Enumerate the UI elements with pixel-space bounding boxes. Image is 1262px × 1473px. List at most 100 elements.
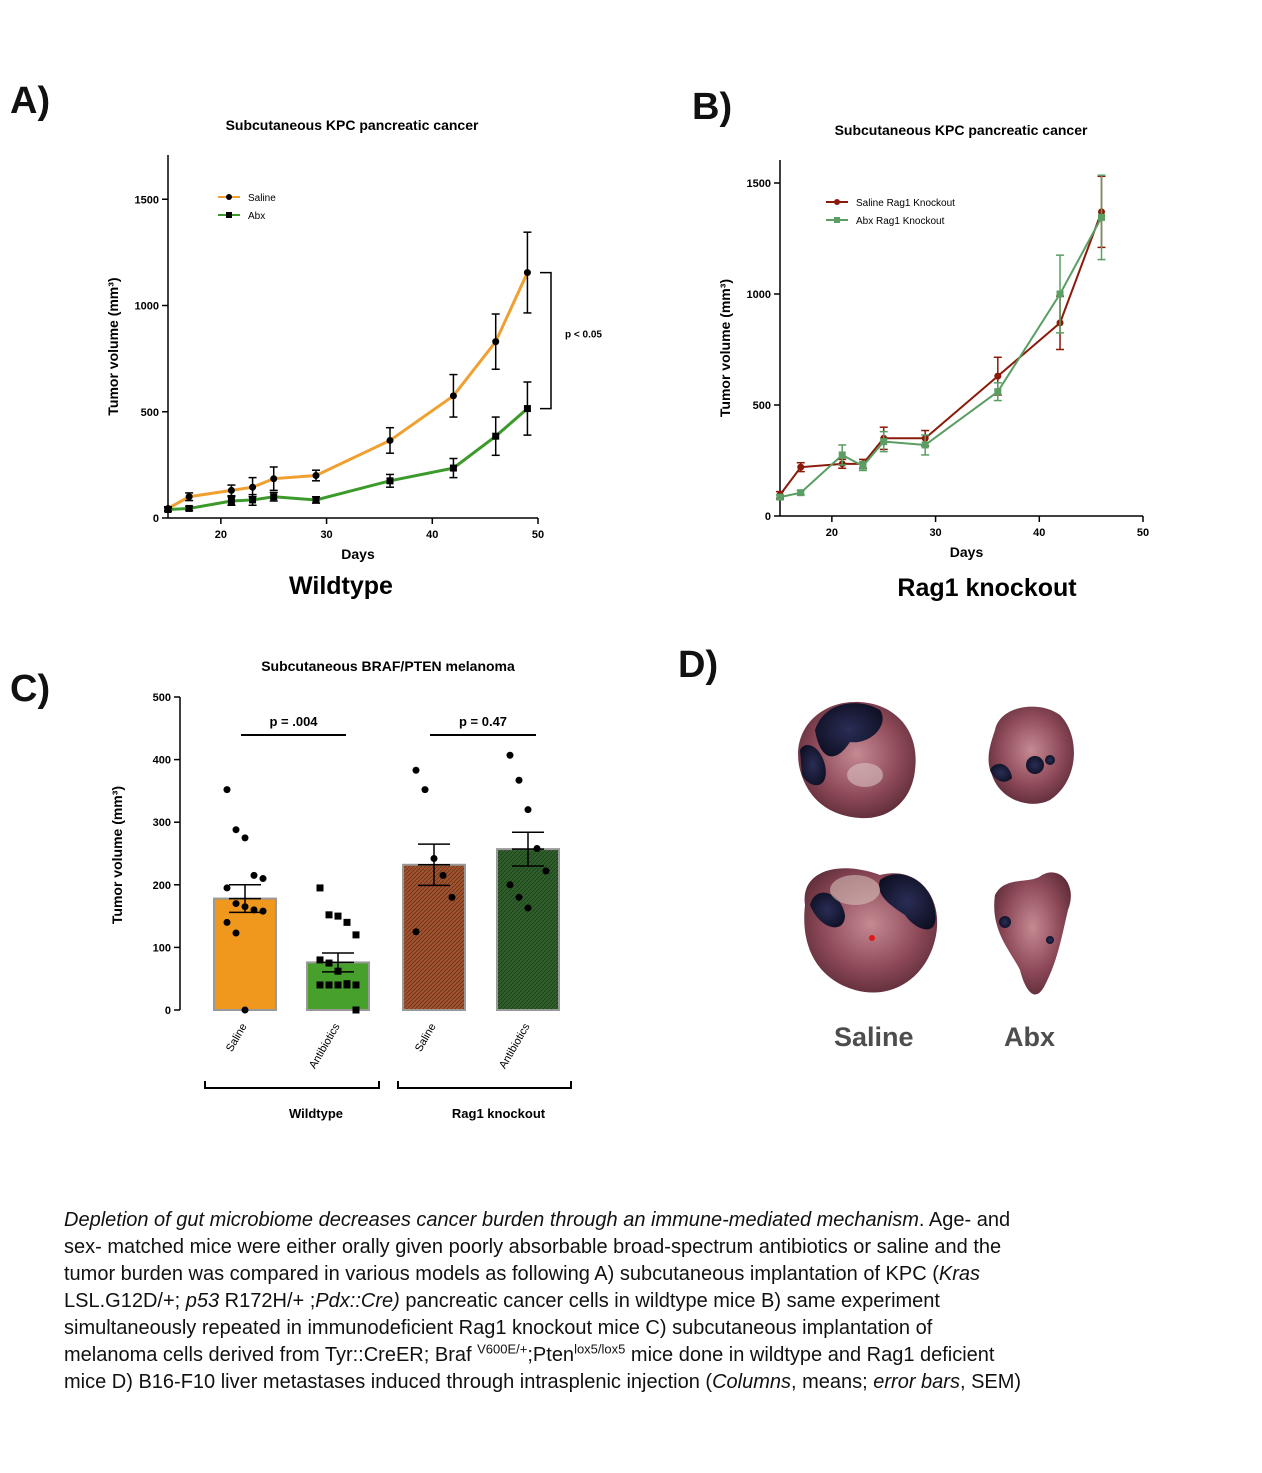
legend-label: Saline: [248, 193, 276, 204]
caption-sup: V600E/+: [477, 1341, 528, 1357]
x-axis-label: Days: [950, 544, 984, 560]
x-tick-label: 40: [426, 529, 438, 541]
data-point: [185, 504, 193, 512]
group-label: Wildtype: [289, 1106, 343, 1121]
y-axis-label: Tumor volume (mm³): [717, 279, 733, 417]
panel-c-letter: C): [10, 668, 51, 710]
legend-marker: [226, 212, 232, 218]
photo-label-abx: Abx: [1004, 1022, 1056, 1052]
data-point: [524, 904, 532, 912]
caption-gene: Kras: [938, 1263, 981, 1285]
data-point: [776, 493, 784, 501]
liver-photos: [798, 701, 1074, 995]
caption-term: Columns: [712, 1371, 791, 1393]
data-point: [386, 436, 394, 444]
data-point: [249, 483, 257, 491]
data-point: [523, 269, 531, 277]
figure-caption: Depletion of gut microbiome decreases ca…: [64, 1207, 1184, 1396]
data-point: [523, 405, 531, 413]
data-point: [449, 464, 457, 472]
x-tick-label: Antibiotics: [497, 1021, 533, 1071]
group-bracket: [397, 1081, 572, 1089]
data-point: [838, 451, 846, 459]
x-tick-label: 30: [929, 527, 941, 539]
data-point: [994, 372, 1002, 380]
data-point: [1056, 290, 1064, 298]
legend-marker: [226, 194, 232, 200]
data-point: [352, 1006, 360, 1014]
caption-text: pancreatic cancer cells in wildtype mice…: [399, 1290, 940, 1312]
x-tick-label: 20: [826, 527, 838, 539]
data-point: [227, 497, 235, 505]
panel-a-letter: A): [10, 80, 51, 122]
data-point: [232, 929, 240, 937]
data-point: [241, 834, 249, 842]
data-point: [448, 893, 456, 901]
data-point: [223, 786, 231, 794]
caption-text: ;Pten: [527, 1344, 575, 1366]
data-point: [241, 1006, 249, 1014]
data-point: [859, 462, 867, 470]
caption-line-1: Depletion of gut microbiome decreases ca…: [64, 1207, 1184, 1234]
legend-label: Abx: [248, 211, 265, 222]
data-point: [232, 826, 240, 834]
legend-marker: [834, 199, 840, 205]
data-point: [542, 867, 550, 875]
y-tick-label: 1500: [135, 194, 159, 206]
data-point: [249, 496, 257, 504]
caption-text: , SEM): [959, 1371, 1022, 1393]
data-point: [316, 884, 324, 892]
y-tick-label: 1000: [135, 301, 159, 313]
x-tick-label: 50: [532, 529, 544, 541]
data-point: [492, 432, 500, 440]
caption-text: mice done in wildtype and Rag1 deficient: [625, 1344, 995, 1366]
x-tick-label: 20: [215, 529, 227, 541]
caption-text: R172H/+ ;: [219, 1290, 316, 1312]
chart-a: Subcutaneous KPC pancreatic cancer 20 30 40…: [105, 117, 602, 600]
legend-label: Abx Rag1 Knockout: [856, 216, 945, 227]
data-point: [250, 871, 258, 879]
chart-title: Subcutaneous KPC pancreatic cancer: [835, 122, 1088, 138]
series-line: [779, 211, 1103, 496]
y-tick-label: 500: [153, 692, 171, 704]
bar: [402, 863, 466, 1011]
data-point: [223, 918, 231, 926]
y-tick-label: 500: [141, 407, 159, 419]
data-point: [259, 875, 267, 883]
abx-liver-bottom: [994, 872, 1071, 995]
caption-line-2: sex- matched mice were either orally giv…: [64, 1236, 1002, 1258]
caption-text: mice D) B16-F10 liver metastases induced…: [64, 1371, 713, 1393]
data-point: [232, 900, 240, 908]
y-tick-label: 1000: [747, 289, 771, 301]
x-tick-label: Antibiotics: [307, 1021, 343, 1071]
group-label: Rag1 knockout: [452, 1106, 546, 1121]
data-point: [797, 463, 805, 471]
data-point: [412, 928, 420, 936]
series-line: [167, 407, 529, 511]
saline-liver-top: [798, 701, 916, 819]
data-point: [515, 776, 523, 784]
legend-marker: [834, 217, 840, 223]
data-point: [994, 388, 1002, 396]
y-axis-label: Tumor volume (mm³): [109, 786, 125, 924]
caption-sup: lox5/lox5: [574, 1341, 626, 1357]
saline-liver-bottom: [804, 868, 938, 993]
data-point: [259, 907, 267, 915]
data-point: [227, 486, 235, 494]
chart-c: Subcutaneous BRAF/PTEN melanoma 0 100 200 30…: [109, 658, 572, 1121]
caption-gene: p53: [185, 1290, 220, 1312]
data-point: [506, 881, 514, 889]
data-point: [343, 918, 351, 926]
panel-b-letter: B): [692, 86, 733, 128]
data-point: [921, 441, 929, 449]
legend-label: Saline Rag1 Knockout: [856, 198, 955, 209]
data-point: [223, 884, 231, 892]
data-point: [316, 956, 324, 964]
series-line: [779, 216, 1103, 499]
x-tick-label: Saline: [224, 1022, 250, 1054]
data-point: [506, 751, 514, 759]
caption-gene: Pdx::Cre): [315, 1290, 400, 1312]
significance-bracket: [540, 271, 552, 410]
y-axis-label: Tumor volume (mm³): [105, 277, 121, 415]
data-point: [524, 806, 532, 814]
